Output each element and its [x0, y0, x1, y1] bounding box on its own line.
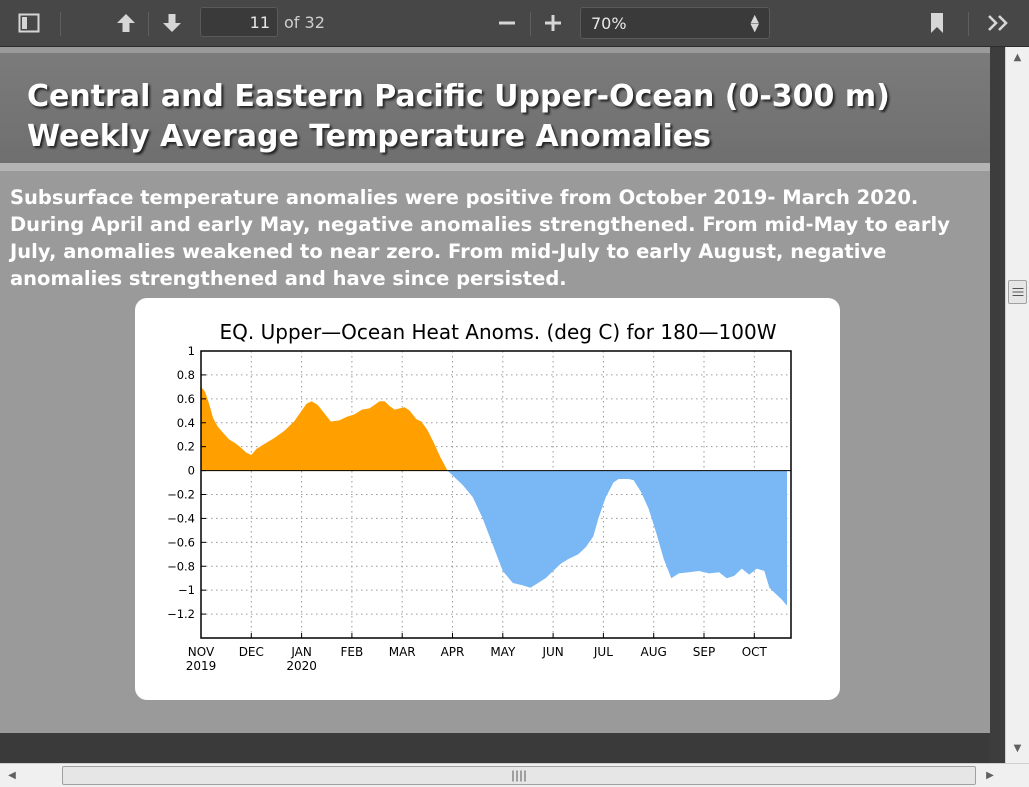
chart-title: EQ. Upper—Ocean Heat Anoms. (deg C) for …: [220, 320, 777, 344]
horizontal-scroll-thumb[interactable]: [62, 766, 976, 785]
chart-card: EQ. Upper—Ocean Heat Anoms. (deg C) for …: [135, 298, 840, 700]
x-tick-label: DEC: [239, 645, 264, 659]
slide-title-line-1: Central and Eastern Pacific Upper-Ocean …: [27, 79, 890, 114]
toolbar-separator: [60, 12, 61, 36]
select-caret-icon: ▲ ▼: [750, 12, 759, 34]
y-tick-label: 0: [188, 464, 195, 478]
negative-anomaly-area: [201, 470, 787, 606]
y-tick-label: −1.2: [167, 607, 195, 621]
page-gap: [0, 733, 990, 763]
pdf-page: Central and Eastern Pacific Upper-Ocean …: [0, 47, 990, 733]
slide-body-text: Subsurface temperature anomalies were po…: [10, 186, 950, 290]
scroll-right-arrow-icon[interactable]: ▶: [986, 770, 994, 781]
y-tick-label: −1: [178, 583, 195, 597]
page-total-label: of 32: [284, 13, 325, 32]
y-tick-label: 0.4: [177, 416, 195, 430]
slide-title-banner: Central and Eastern Pacific Upper-Ocean …: [0, 53, 990, 171]
x-tick-year-label: 2019: [186, 659, 217, 673]
positive-anomaly-area: [201, 386, 787, 471]
slide-title: Central and Eastern Pacific Upper-Ocean …: [27, 77, 890, 157]
slide-title-line-2: Weekly Average Temperature Anomalies: [27, 119, 711, 154]
y-tick-label: 0.2: [177, 440, 195, 454]
y-tick-label: −0.2: [167, 488, 195, 502]
zoom-select[interactable]: 70% ▲ ▼: [580, 7, 770, 39]
x-tick-label: MAY: [490, 645, 516, 659]
scroll-down-arrow-icon[interactable]: ▼: [1013, 743, 1022, 754]
x-tick-label: OCT: [742, 645, 768, 659]
x-tick-label: JUL: [593, 645, 613, 659]
vertical-scrollbar[interactable]: ▲ ▼: [1005, 47, 1029, 763]
y-tick-label: −0.4: [167, 511, 195, 525]
x-tick-label: MAR: [389, 645, 416, 659]
x-tick-label: AUG: [641, 645, 667, 659]
ocean-heat-anomaly-chart: EQ. Upper—Ocean Heat Anoms. (deg C) for …: [167, 320, 792, 673]
grip-icon: [1012, 288, 1023, 296]
zoom-in-icon[interactable]: [539, 9, 567, 37]
toolbar-separator: [148, 12, 149, 36]
chart-axes: 10.80.60.40.20−0.2−0.4−0.6−0.8−1−1.2NOV2…: [167, 344, 792, 673]
chart-area-series: [201, 386, 787, 606]
arrow-up-icon[interactable]: [112, 9, 140, 37]
y-tick-label: 0.6: [177, 392, 195, 406]
scroll-up-arrow-icon[interactable]: ▲: [1013, 52, 1022, 63]
double-chevron-right-icon[interactable]: [985, 9, 1013, 37]
document-viewport: Central and Eastern Pacific Upper-Ocean …: [0, 47, 1005, 763]
page-number-input[interactable]: 11: [200, 7, 278, 37]
zoom-out-icon[interactable]: [493, 9, 521, 37]
arrow-down-icon[interactable]: [158, 9, 186, 37]
x-tick-label: NOV: [188, 645, 215, 659]
toolbar-separator: [530, 12, 531, 36]
y-tick-label: 0.8: [177, 368, 195, 382]
y-tick-label: 1: [188, 344, 195, 358]
bookmark-icon[interactable]: [923, 9, 951, 37]
vertical-scroll-thumb[interactable]: [1008, 280, 1027, 304]
x-tick-label: JUN: [541, 645, 563, 659]
toolbar-separator: [968, 12, 969, 36]
x-tick-year-label: 2020: [286, 659, 317, 673]
x-tick-label: FEB: [341, 645, 364, 659]
pdf-toolbar: 11 of 32 70% ▲ ▼: [0, 0, 1029, 47]
y-tick-label: −0.6: [167, 535, 195, 549]
x-tick-label: JAN: [290, 645, 312, 659]
scroll-left-arrow-icon[interactable]: ◀: [8, 770, 16, 781]
grip-icon: [512, 770, 526, 781]
zoom-value: 70%: [591, 14, 627, 33]
sidebar-toggle-icon[interactable]: [15, 9, 43, 37]
x-tick-label: APR: [441, 645, 465, 659]
y-tick-label: −0.8: [167, 559, 195, 573]
horizontal-scrollbar[interactable]: ◀ ▶: [0, 763, 1029, 787]
x-tick-label: SEP: [693, 645, 715, 659]
